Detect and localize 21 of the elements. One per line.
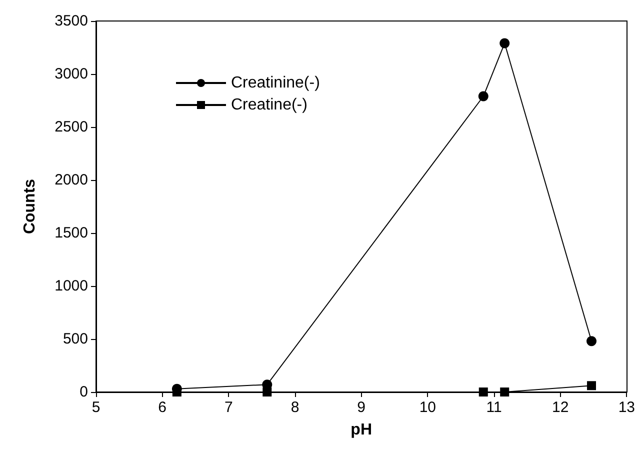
x-tick-label: 9 [357, 399, 366, 416]
y-tick-label: 1500 [54, 224, 88, 242]
x-tick-label: 8 [290, 399, 300, 416]
legend-label: Creatinine(-) [231, 74, 320, 92]
x-tick-label: 10 [419, 399, 436, 416]
x-tick-label: 5 [92, 399, 100, 416]
x-tick-label: 6 [158, 399, 167, 416]
y-tick-label: 0 [80, 384, 88, 400]
y-axis-title: Counts [22, 178, 38, 234]
x-tick-label: 7 [224, 399, 233, 416]
x-tick-label: 13 [618, 399, 635, 416]
y-tick-label: 1000 [54, 278, 88, 294]
legend-label: Creatine(-) [231, 96, 308, 114]
y-tick-label: 3500 [54, 12, 88, 30]
y-tick-label: 3000 [54, 66, 88, 82]
y-tick-label: 2500 [54, 118, 88, 136]
x-tick-label: 11 [486, 399, 502, 416]
x-axis-title: pH [350, 422, 372, 438]
y-tick-label: 2000 [54, 172, 88, 188]
x-tick-label: 12 [552, 399, 569, 416]
y-tick-label: 500 [62, 330, 88, 348]
